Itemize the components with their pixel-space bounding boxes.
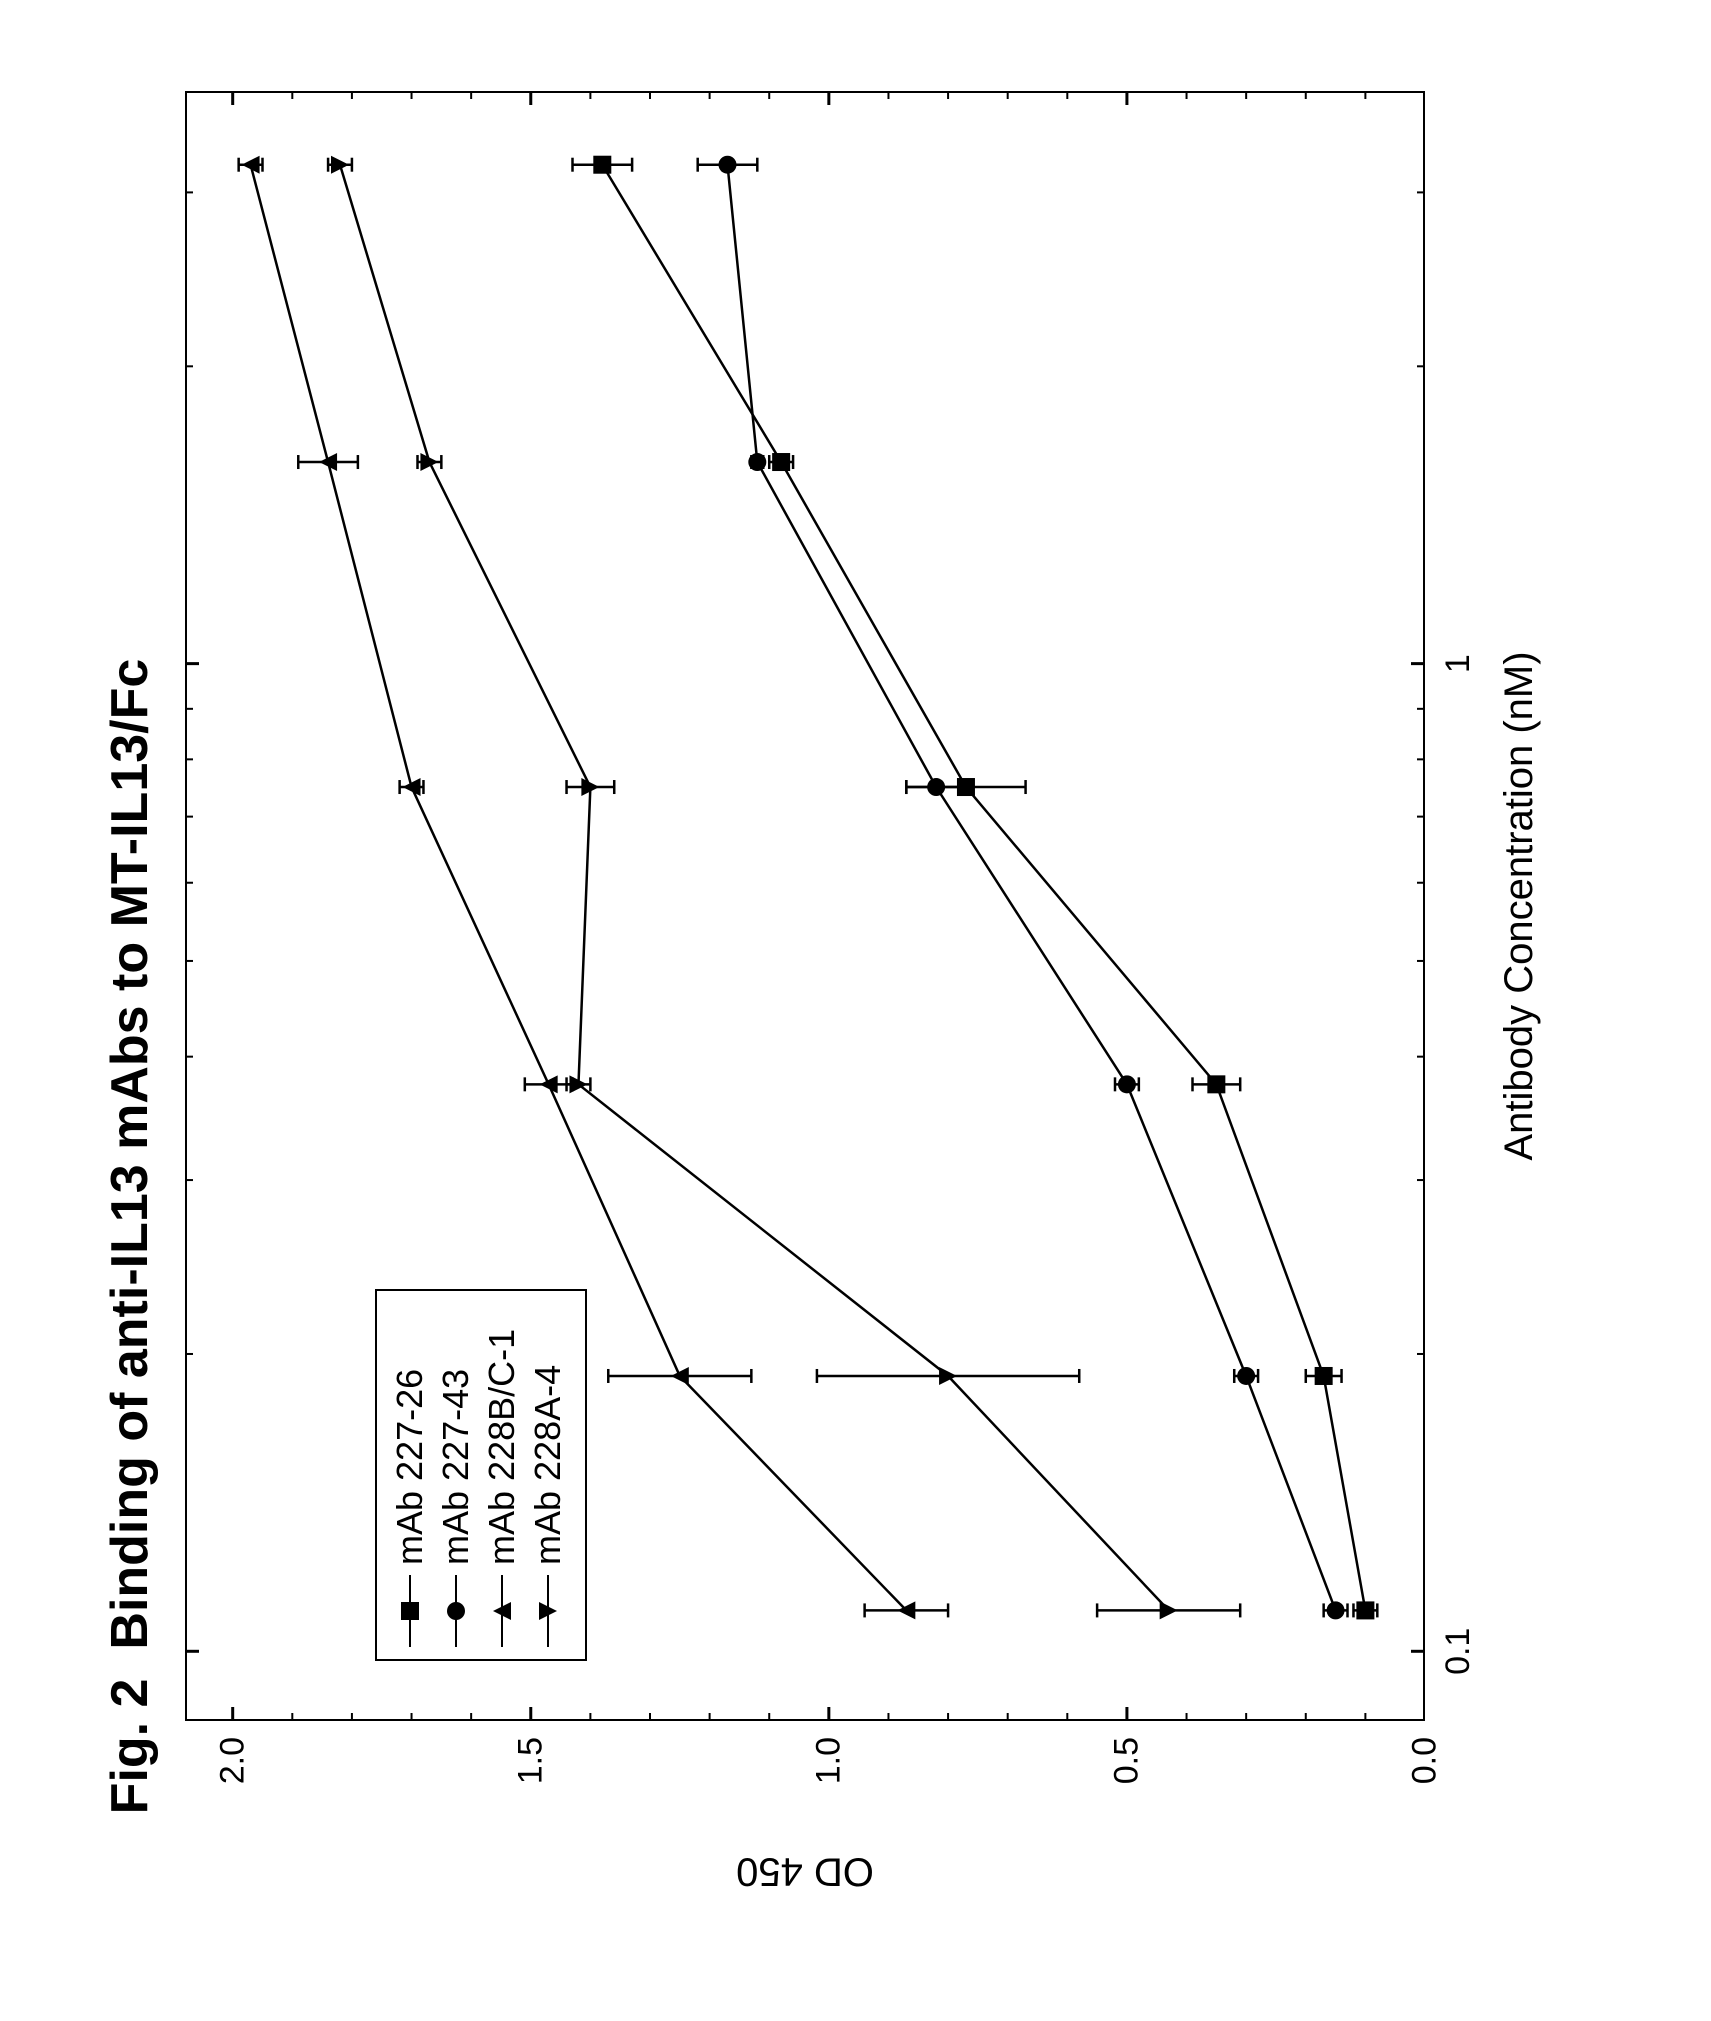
figure-title: Binding of anti-IL13 mAbs to MT-IL13/Fc bbox=[101, 659, 159, 1650]
plot-svg bbox=[185, 91, 1425, 1721]
legend-item: mAb 228B/C-1 bbox=[481, 1303, 523, 1647]
legend-swatch bbox=[444, 1575, 468, 1647]
series-mAb 228B/C-1 bbox=[239, 156, 948, 1620]
legend-item: mAb 227-43 bbox=[435, 1303, 477, 1647]
plot-area bbox=[185, 91, 1425, 1721]
legend-item: mAb 227-26 bbox=[389, 1303, 431, 1647]
legend-label: mAb 227-43 bbox=[435, 1369, 477, 1565]
series-mAb 227-43 bbox=[698, 156, 1348, 1620]
legend-swatch bbox=[536, 1575, 560, 1647]
page: Fig. 2 Binding of anti-IL13 mAbs to MT-I… bbox=[0, 0, 1711, 2021]
tick-label: 0.0 bbox=[1406, 1737, 1445, 1784]
tick-label: 0.5 bbox=[1107, 1737, 1146, 1784]
legend-label: mAb 227-26 bbox=[389, 1369, 431, 1565]
y-axis-label: OD 450 bbox=[736, 1849, 874, 1894]
legend-swatch bbox=[490, 1575, 514, 1647]
tick-label: 2.0 bbox=[213, 1737, 252, 1784]
legend-label: mAb 228B/C-1 bbox=[481, 1329, 523, 1565]
tick-label: 1.5 bbox=[511, 1737, 550, 1784]
rotated-canvas: Fig. 2 Binding of anti-IL13 mAbs to MT-I… bbox=[0, 0, 1711, 2021]
figure-label: Fig. 2 bbox=[101, 1679, 159, 1815]
x-axis-label: Antibody Concentration (nM) bbox=[1497, 651, 1542, 1160]
tick-label: 0.1 bbox=[1439, 1628, 1478, 1675]
tick-label: 1.0 bbox=[809, 1737, 848, 1784]
legend-item: mAb 228A-4 bbox=[527, 1303, 569, 1647]
legend-label: mAb 228A-4 bbox=[527, 1365, 569, 1565]
legend-swatch bbox=[398, 1575, 422, 1647]
legend: mAb 227-26mAb 227-43mAb 228B/C-1mAb 228A… bbox=[375, 1289, 587, 1661]
tick-label: 1 bbox=[1439, 654, 1478, 673]
